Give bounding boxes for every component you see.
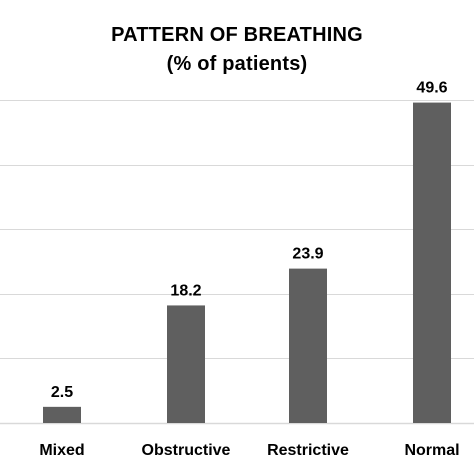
data-label-normal: 49.6 (416, 80, 447, 97)
x-tick-label-restrictive: Restrictive (267, 442, 349, 459)
data-label-restrictive: 23.9 (292, 246, 323, 263)
x-tick-label-obstructive: Obstructive (142, 442, 231, 459)
data-label-mixed: 2.5 (51, 384, 73, 401)
bar-obstructive (167, 305, 205, 423)
x-tick-label-normal: Normal (404, 442, 459, 459)
chart-subtitle: (% of patients) (166, 53, 308, 75)
x-tick-label-mixed: Mixed (39, 442, 84, 459)
bar-restrictive (289, 268, 327, 423)
bar-normal (413, 102, 451, 424)
bar-mixed (43, 406, 81, 423)
data-label-obstructive: 18.2 (170, 282, 201, 299)
chart-title: PATTERN OF BREATHING (111, 24, 363, 46)
